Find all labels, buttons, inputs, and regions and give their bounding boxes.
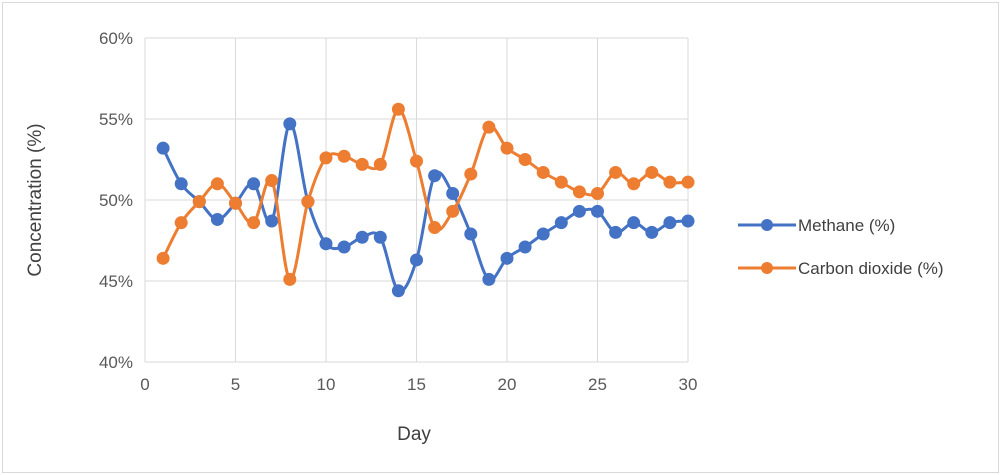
data-point: [627, 177, 641, 191]
data-point: [355, 230, 369, 244]
data-point: [283, 117, 297, 131]
y-tick-label: 40%: [99, 353, 133, 372]
data-point: [391, 284, 405, 298]
data-point: [681, 175, 695, 189]
data-point: [572, 185, 586, 199]
data-point: [536, 227, 550, 241]
data-point: [591, 204, 604, 218]
tick-labels: 40% 45% 50% 55% 60% 0 5 10 15 20 25 30: [99, 29, 697, 394]
data-point: [210, 177, 224, 191]
data-point: [500, 141, 514, 155]
y-tick-label: 55%: [99, 110, 133, 129]
legend-marker: [761, 262, 773, 274]
x-tick-label: 25: [588, 375, 607, 394]
data-point: [337, 240, 351, 254]
data-point: [283, 272, 297, 286]
data-point: [500, 251, 514, 265]
series-carbon-dioxide: [156, 102, 695, 286]
data-point: [663, 175, 677, 189]
data-point: [410, 154, 423, 168]
data-point: [373, 157, 387, 171]
data-point: [609, 165, 623, 179]
data-point: [554, 175, 568, 189]
data-point: [192, 195, 206, 209]
series-layer: [156, 102, 695, 298]
data-point: [464, 167, 478, 181]
data-point: [536, 165, 550, 179]
data-point: [174, 177, 188, 191]
data-point: [428, 169, 442, 183]
y-tick-label: 45%: [99, 272, 133, 291]
data-point: [265, 174, 279, 188]
data-point: [337, 149, 351, 163]
legend-label: Carbon dioxide (%): [798, 259, 944, 278]
data-point: [518, 240, 532, 254]
data-point: [319, 151, 333, 165]
data-point: [482, 272, 496, 286]
data-point: [229, 196, 242, 210]
x-tick-label: 30: [679, 375, 698, 394]
data-point: [174, 216, 188, 230]
legend-label: Methane (%): [798, 216, 895, 235]
y-tick-label: 60%: [99, 29, 133, 48]
data-point: [446, 187, 460, 201]
legend: Methane (%) Carbon dioxide (%): [738, 216, 944, 278]
data-point: [681, 214, 695, 228]
data-point: [591, 187, 604, 201]
data-point: [645, 165, 659, 179]
data-point: [554, 216, 568, 230]
x-tick-label: 20: [498, 375, 517, 394]
data-point: [247, 216, 261, 230]
legend-marker: [761, 219, 773, 231]
x-tick-label: 0: [140, 375, 149, 394]
data-point: [572, 204, 586, 218]
data-point: [355, 157, 369, 171]
data-point: [301, 195, 315, 209]
y-axis-title: Concentration (%): [25, 123, 46, 276]
data-point: [247, 177, 261, 191]
data-point: [464, 227, 478, 241]
data-point: [663, 216, 677, 230]
data-point: [609, 225, 623, 239]
data-point: [482, 120, 496, 134]
data-point: [373, 230, 387, 244]
data-point: [156, 251, 170, 265]
legend-item: Methane (%): [738, 216, 895, 235]
data-point: [265, 214, 279, 228]
x-axis-title: Day: [397, 424, 431, 445]
y-tick-label: 50%: [99, 191, 133, 210]
data-point: [627, 216, 641, 230]
data-point: [391, 102, 405, 116]
data-point: [645, 225, 659, 239]
data-point: [410, 253, 423, 267]
x-tick-label: 15: [407, 375, 426, 394]
data-point: [428, 221, 442, 235]
data-point: [446, 204, 460, 218]
data-point: [210, 212, 224, 226]
data-point: [156, 141, 170, 155]
x-tick-label: 5: [231, 375, 240, 394]
data-point: [319, 237, 333, 251]
x-tick-label: 10: [317, 375, 336, 394]
legend-item: Carbon dioxide (%): [738, 259, 944, 278]
data-point: [518, 153, 532, 166]
